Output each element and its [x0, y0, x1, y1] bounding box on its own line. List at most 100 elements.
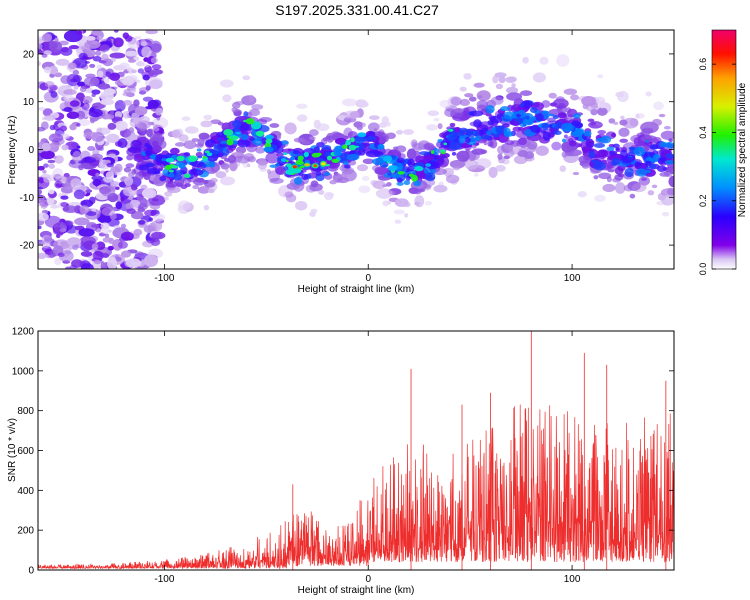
- heatmap-blob: [79, 86, 87, 93]
- heatmap-blob: [645, 91, 652, 97]
- heatmap-blob: [98, 146, 105, 152]
- heatmap-blob: [471, 148, 486, 155]
- heatmap-blob: [204, 150, 210, 154]
- heatmap-blob: [140, 184, 148, 190]
- heatmap-blob: [95, 172, 100, 177]
- heatmap-blob: [220, 176, 235, 186]
- heatmap-blob: [60, 195, 69, 200]
- heatmap-blob: [426, 124, 438, 131]
- heatmap-blob: [207, 188, 215, 194]
- heatmap-blob: [43, 66, 52, 74]
- heatmap-blob: [141, 41, 148, 47]
- heatmap-blob: [249, 137, 255, 141]
- heatmap-blob: [425, 172, 436, 182]
- heatmap-blob: [100, 249, 108, 253]
- heatmap-blob: [122, 99, 133, 106]
- heatmap-blob: [620, 149, 628, 159]
- heatmap-blob: [38, 189, 43, 195]
- snr-xlabel: Height of straight line (km): [298, 585, 415, 596]
- heatmap-blob: [137, 120, 151, 129]
- heatmap-blob: [203, 204, 210, 211]
- heatmap-blob: [593, 161, 606, 171]
- heatmap-blob: [602, 183, 616, 193]
- x-tick-label: 100: [564, 273, 581, 284]
- heatmap-blob: [441, 151, 446, 155]
- heatmap-blob: [215, 171, 227, 179]
- heatmap-blob: [237, 139, 251, 148]
- heatmap-blob: [49, 41, 63, 53]
- y-tick-label: 600: [17, 446, 34, 457]
- heatmap-blob: [294, 176, 303, 185]
- heatmap-blob: [485, 104, 495, 114]
- heatmap-blob: [168, 169, 174, 173]
- heatmap-blob: [227, 154, 237, 164]
- heatmap-blob: [134, 172, 144, 181]
- heatmap-blob: [414, 195, 425, 208]
- heatmap-blob: [79, 236, 96, 246]
- heatmap-blob: [146, 129, 153, 138]
- heatmap-blob: [55, 233, 61, 239]
- heatmap-blob: [109, 110, 115, 116]
- heatmap-blob: [327, 163, 339, 172]
- heatmap-blob: [583, 155, 589, 161]
- heatmap-blob: [76, 122, 81, 127]
- heatmap-blob: [629, 193, 636, 199]
- y-tick-label: 400: [17, 486, 34, 497]
- heatmap-blob: [394, 198, 409, 208]
- heatmap-blob: [41, 53, 48, 58]
- heatmap-blob: [668, 175, 674, 188]
- heatmap-blob: [633, 146, 646, 157]
- heatmap-blob: [299, 165, 305, 169]
- heatmap-blob: [559, 165, 567, 172]
- heatmap-blob: [191, 138, 199, 142]
- heatmap-blob: [114, 172, 122, 176]
- heatmap-blob: [62, 220, 74, 227]
- heatmap-blob: [393, 209, 405, 215]
- heatmap-blob: [522, 56, 529, 64]
- heatmap-blob: [323, 156, 328, 161]
- heatmap-blob: [40, 199, 48, 209]
- heatmap-blob: [450, 96, 462, 106]
- heatmap-blob: [200, 120, 213, 128]
- heatmap-blob: [331, 158, 340, 164]
- heatmap-blob: [269, 164, 278, 168]
- heatmap-blob: [309, 136, 316, 141]
- heatmap-blob: [606, 146, 615, 152]
- y-tick-label: 200: [17, 526, 34, 537]
- heatmap-blob: [315, 171, 322, 176]
- heatmap-blob: [44, 115, 56, 121]
- heatmap-blob: [97, 70, 104, 78]
- heatmap-blob: [63, 89, 77, 96]
- heatmap-blob: [660, 130, 674, 141]
- heatmap-blob: [633, 137, 639, 142]
- heatmap-blob: [49, 65, 58, 75]
- heatmap-blob: [195, 177, 205, 183]
- heatmap-blob: [353, 121, 363, 128]
- heatmap-blob: [234, 100, 245, 106]
- heatmap-blob: [664, 160, 674, 165]
- heatmap-blob: [657, 157, 665, 165]
- heatmap-blob: [449, 159, 466, 169]
- heatmap-blob: [365, 150, 381, 158]
- heatmap-blob: [395, 145, 407, 153]
- heatmap-blob: [76, 30, 83, 35]
- heatmap-blob: [114, 30, 119, 33]
- heatmap-blob: [138, 220, 146, 225]
- heatmap-blob: [628, 146, 635, 150]
- heatmap-blob: [122, 110, 132, 119]
- heatmap-blob: [107, 122, 117, 130]
- heatmap-blob: [104, 113, 115, 120]
- heatmap-blob: [495, 83, 504, 90]
- heatmap-blob: [68, 44, 80, 50]
- heatmap-blob: [508, 76, 518, 83]
- heatmap-blob: [159, 176, 167, 182]
- heatmap-blob: [432, 147, 440, 156]
- heatmap-blob: [391, 172, 401, 179]
- heatmap-blob: [454, 108, 464, 113]
- y-tick-label: 20: [23, 49, 35, 60]
- heatmap-blob: [197, 155, 203, 159]
- heatmap-blob: [296, 114, 308, 122]
- heatmap-blob: [525, 116, 530, 120]
- heatmap-blob: [326, 155, 333, 161]
